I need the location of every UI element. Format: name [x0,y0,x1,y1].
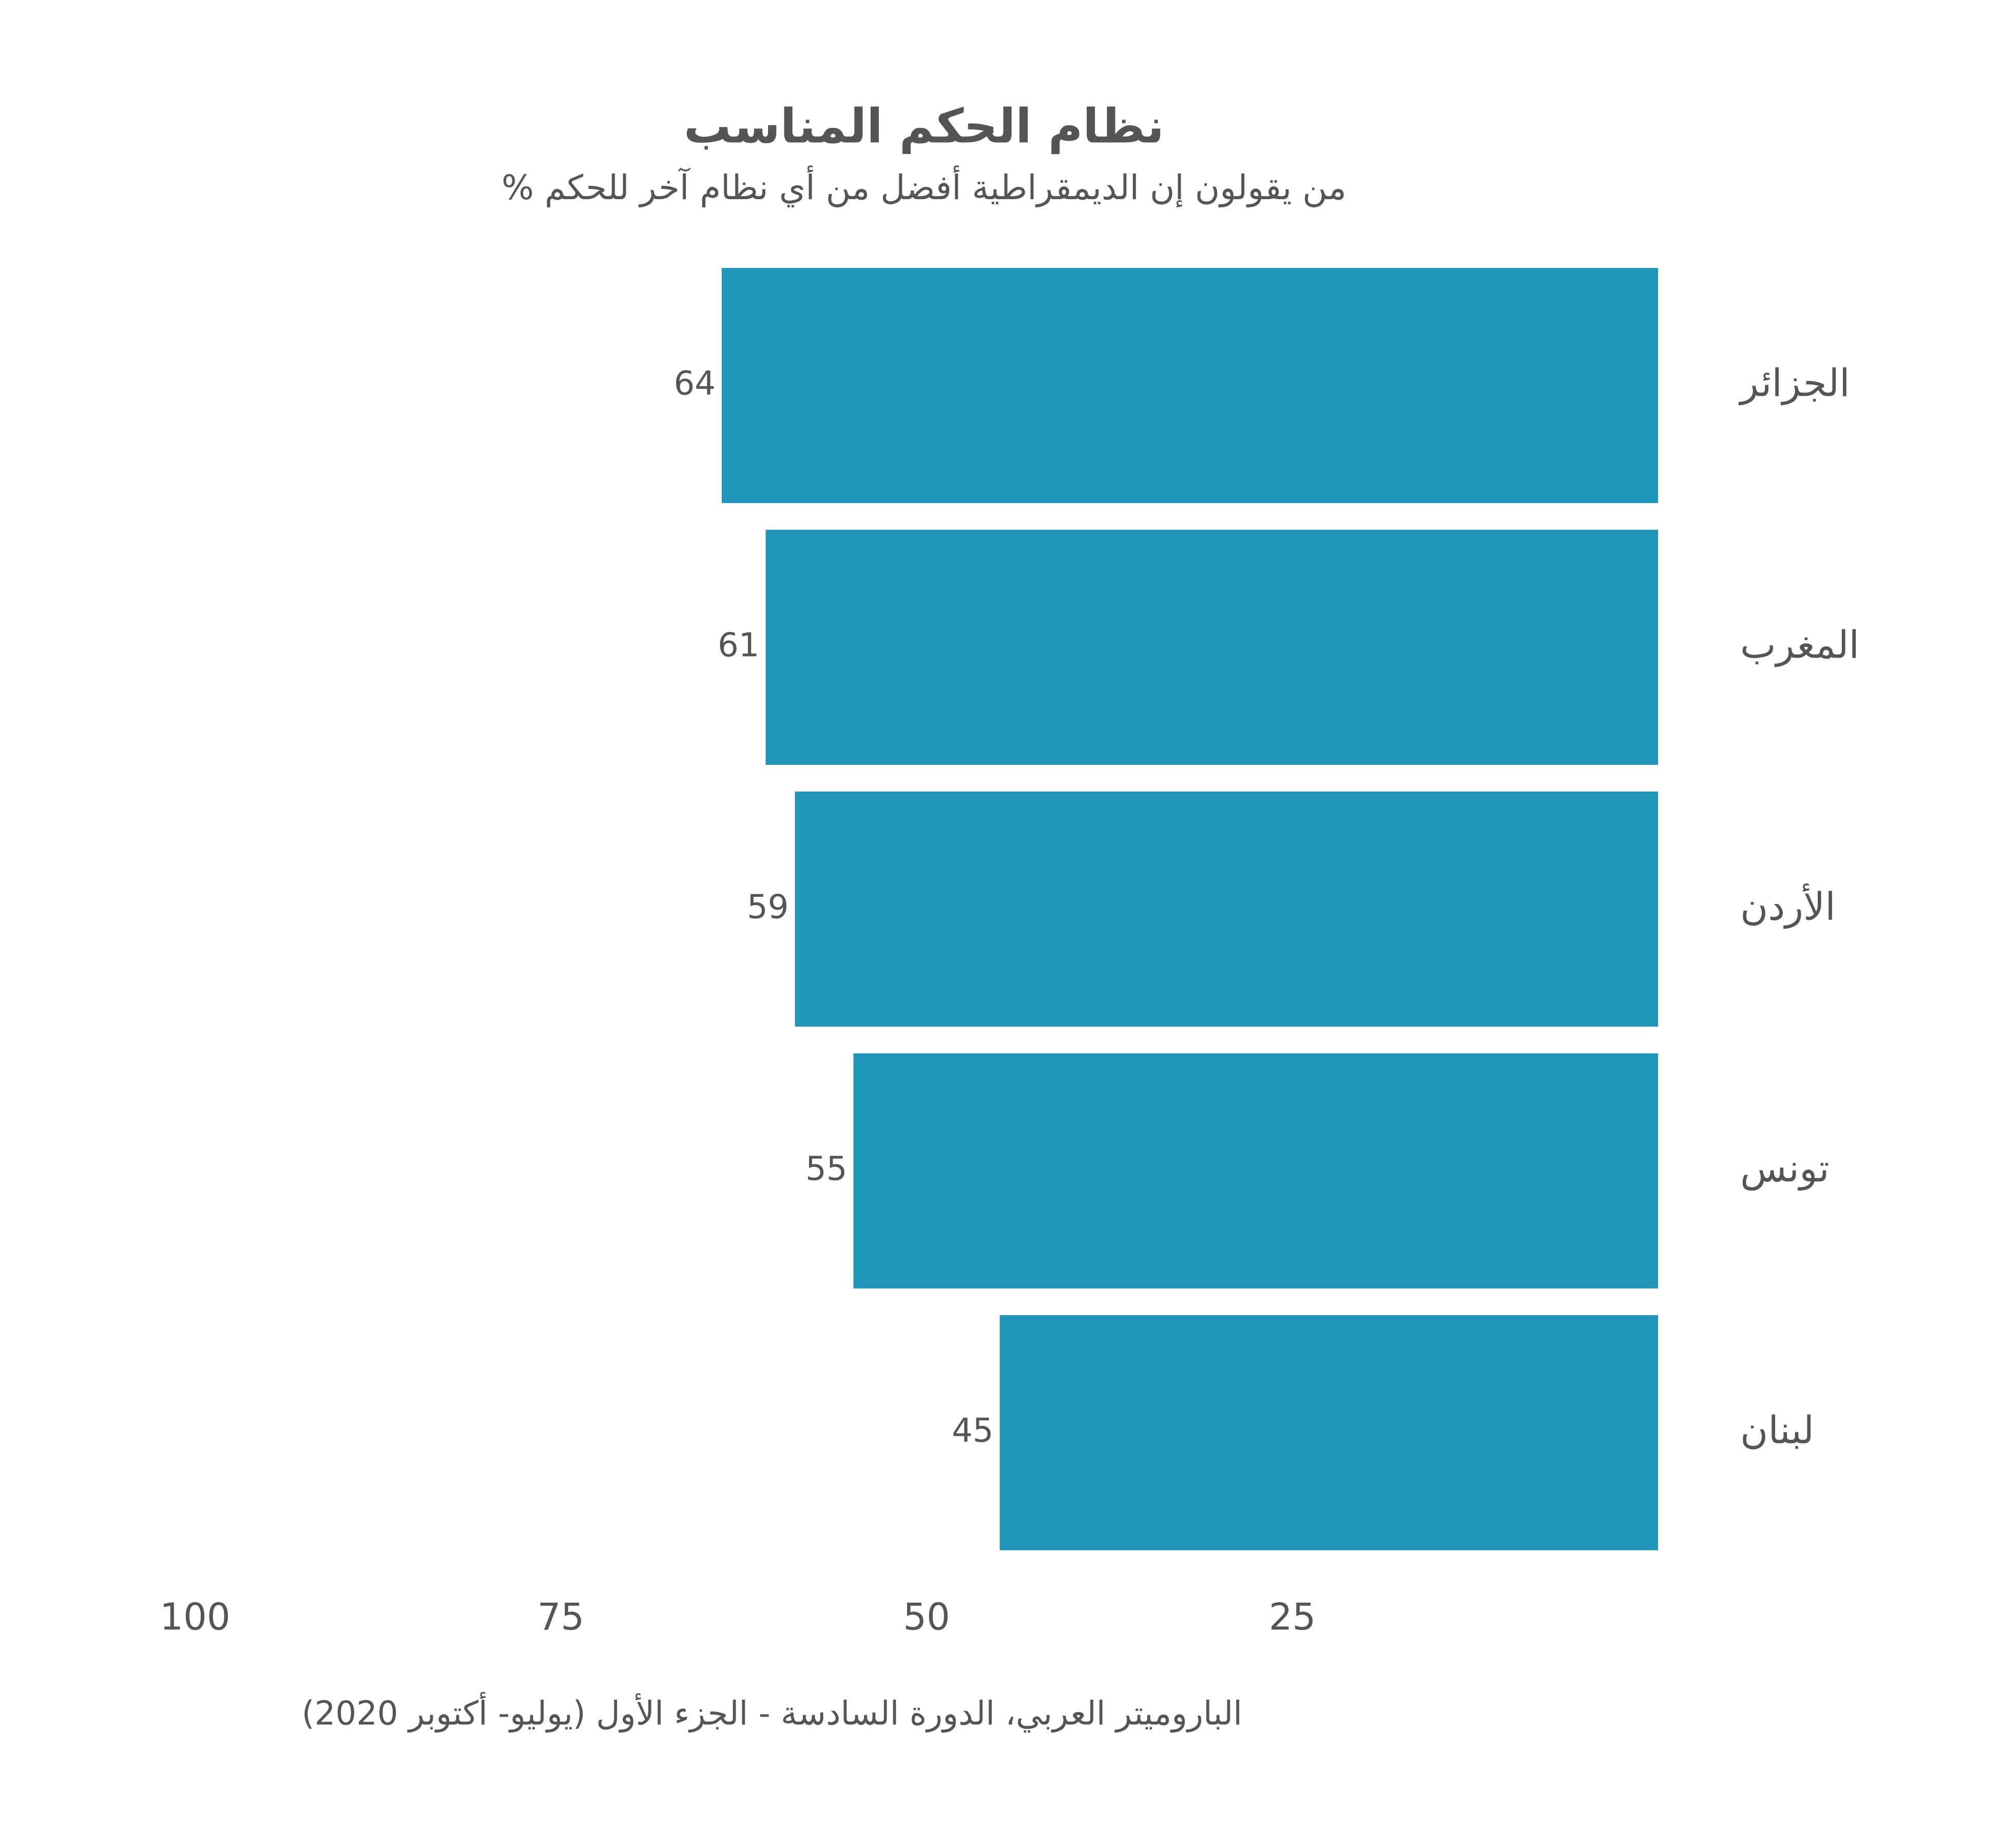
x-tick-label: 50 [903,1595,950,1639]
category-label: الجزائر [1738,361,1850,406]
bar [722,268,1658,503]
value-label: 55 [805,1150,847,1188]
value-label: 64 [674,365,716,403]
chart-subtitle: % من يقولون إن الديمقراطية أفضل من أي نظ… [502,165,1346,208]
category-label: تونس [1740,1147,1830,1191]
category-label: المغرب [1740,623,1859,667]
x-tick-label: 100 [160,1595,230,1639]
x-tick-label: 75 [537,1595,585,1639]
chart-title: نظام الحكم المناسب [684,99,1164,154]
bar [795,792,1658,1027]
category-label: لبنان [1740,1409,1814,1453]
source-note: الباروميتر العربي، الدورة السادسة - الجز… [302,1692,1242,1733]
x-tick-label: 25 [1269,1595,1316,1639]
value-label: 61 [718,627,759,665]
category-label: الأردن [1740,883,1836,929]
value-label: 59 [747,889,788,927]
bar [853,1053,1658,1288]
value-label: 45 [952,1412,993,1450]
bar [999,1315,1658,1550]
bar [765,530,1658,765]
